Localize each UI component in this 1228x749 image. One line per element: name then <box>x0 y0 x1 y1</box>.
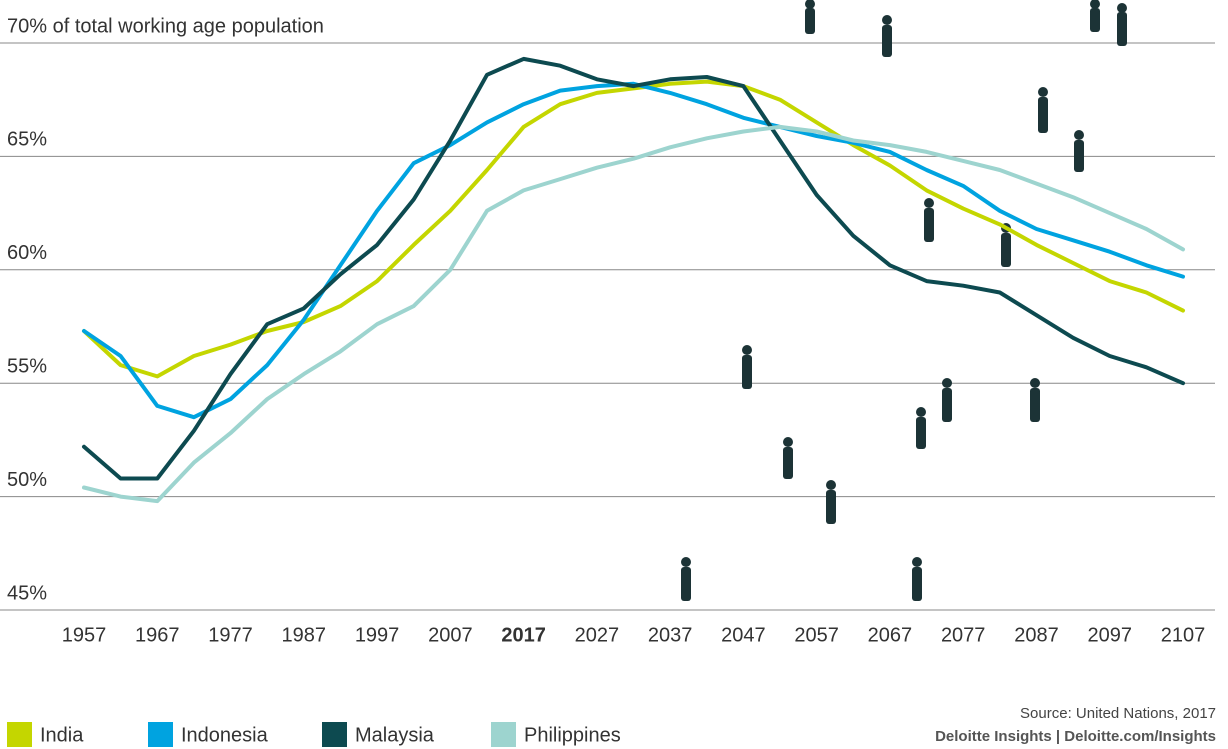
source: Source: United Nations, 2017 <box>1020 705 1216 722</box>
series-line <box>82 81 1185 420</box>
y-tick-label: 50% <box>7 469 47 491</box>
brand: Deloitte Insights | Deloitte.com/Insight… <box>935 728 1216 745</box>
y-tick-label: 70% of total working age population <box>7 15 324 37</box>
y-tick-label: 45% <box>7 582 47 604</box>
y-tick-label: 60% <box>7 242 47 264</box>
grid <box>0 42 1215 611</box>
x-tick-label: 2007 <box>428 624 473 646</box>
x-tick-label: 2087 <box>1014 624 1059 646</box>
series-line <box>82 124 1185 504</box>
x-tick-label: 2037 <box>648 624 693 646</box>
series-line <box>82 56 1185 481</box>
x-tick-label: 2077 <box>941 624 986 646</box>
legend-swatch <box>148 722 173 747</box>
x-tick-label: 2017 <box>501 624 546 646</box>
x-tick-label: 1967 <box>135 624 180 646</box>
x-tick-label: 1957 <box>62 624 107 646</box>
y-tick-label: 65% <box>7 129 47 151</box>
legend-label: Indonesia <box>181 724 269 746</box>
x-tick-label: 1997 <box>355 624 400 646</box>
legend-swatch <box>491 722 516 747</box>
x-tick-label: 1977 <box>208 624 253 646</box>
y-tick-label: 55% <box>7 355 47 377</box>
x-tick-label: 2107 <box>1161 624 1206 646</box>
decorative-figures <box>681 0 1127 601</box>
legend-swatch <box>322 722 347 747</box>
legend-label: Malaysia <box>355 724 435 746</box>
x-tick-label: 1987 <box>282 624 327 646</box>
legend-swatch <box>7 722 32 747</box>
x-tick-label: 2027 <box>575 624 620 646</box>
series-line <box>82 79 1185 379</box>
legend-label: Philippines <box>524 724 621 746</box>
x-tick-label: 2067 <box>868 624 913 646</box>
x-tick-label: 2097 <box>1087 624 1132 646</box>
x-tick-label: 2057 <box>794 624 839 646</box>
legend-label: India <box>40 724 84 746</box>
x-tick-label: 2047 <box>721 624 766 646</box>
